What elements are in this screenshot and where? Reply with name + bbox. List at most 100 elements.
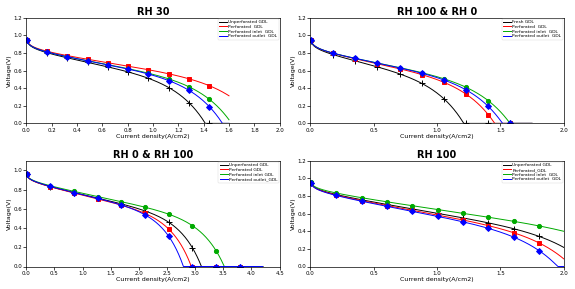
Unperforated GDL <box>338 194 345 197</box>
Perforated inlet  GDL <box>447 79 454 83</box>
Perforated outlet_GDL <box>194 265 201 268</box>
Unperforated GDL <box>308 181 315 184</box>
Perforated GDL <box>259 265 266 268</box>
Legend: Unperforated GDL, Perforated  GDL, Perforated inlet  GDL, Perforated outlet  GDL: Unperforated GDL, Perforated GDL, Perfor… <box>218 18 279 40</box>
Title: RH 0 & RH 100: RH 0 & RH 100 <box>113 150 193 160</box>
Line: Perforated inlet GDL: Perforated inlet GDL <box>26 174 263 266</box>
Perforated  GDL <box>380 63 386 67</box>
Perforated inlet  GDL <box>338 192 345 196</box>
Perforated outlet  GDL <box>468 92 475 95</box>
X-axis label: Current density(A/cm2): Current density(A/cm2) <box>400 134 474 139</box>
Perforated  GDL <box>170 73 177 77</box>
Perforated inlet  GDL <box>48 51 55 55</box>
Perforated  GDL <box>395 67 402 70</box>
Perforated outlet_GDL <box>52 186 59 190</box>
Legend: Unperforated GDL, Perforated GDL, Perforated inlet GDL, Perforated outlet_GDL: Unperforated GDL, Perforated GDL, Perfor… <box>218 162 279 183</box>
Title: RH 100: RH 100 <box>417 150 457 160</box>
Perforated inlet  GDL <box>225 118 232 121</box>
Perforated outlet_GDL <box>100 198 107 202</box>
Perforated GDL <box>194 265 201 268</box>
Perforated GDL <box>172 234 179 238</box>
Unperforated GDL <box>170 89 177 92</box>
Unperforated GDL <box>23 172 30 176</box>
Perforated outlet  GDL <box>447 81 454 84</box>
Perforated  GDL <box>24 38 30 42</box>
Unperforated GDL <box>104 65 110 68</box>
Perforated outlet_GDL <box>259 265 266 268</box>
Perforated inlet  GDL <box>467 88 474 91</box>
Y-axis label: Voltage(V): Voltage(V) <box>7 197 12 230</box>
Perforated outlet  GDL <box>334 53 341 56</box>
Fresh GDL <box>308 39 315 42</box>
Fresh GDL <box>447 103 454 107</box>
Unperforated GDL <box>169 88 176 92</box>
Perforated GDL <box>188 265 195 268</box>
Perforated outlet  GDL <box>380 62 386 66</box>
Perforated inlet  GDL <box>170 79 177 82</box>
Perforated outlet_GDL <box>196 265 202 268</box>
Perforated inlet GDL <box>195 228 202 232</box>
Perforated outlet  GDL <box>220 122 227 125</box>
Perforated outlet  GDL <box>554 265 561 268</box>
Perforated_GDL <box>491 225 498 229</box>
Perforated inlet  GDL <box>104 63 110 66</box>
Perforated inlet  GDL <box>308 181 315 184</box>
Unperforated GDL <box>172 225 179 229</box>
Perforated inlet  GDL <box>468 88 475 92</box>
Fresh GDL <box>467 122 474 125</box>
Unperforated GDL <box>491 223 498 226</box>
Perforated outlet  GDL <box>390 206 397 209</box>
Perforated outlet  GDL <box>338 195 345 199</box>
Unperforated GDL <box>48 52 55 55</box>
Fresh GDL <box>395 72 402 75</box>
Perforated inlet  GDL <box>491 216 498 220</box>
Perforated  GDL <box>468 97 475 100</box>
Perforated inlet GDL <box>194 227 201 231</box>
Perforated inlet  GDL <box>308 39 315 42</box>
Legend: Fresh GDL, Perforated  GDL, Perforated inlet  GDL, Perforated outlet  GDL: Fresh GDL, Perforated GDL, Perforated in… <box>502 18 563 40</box>
Unperforated GDL <box>259 265 266 268</box>
Perforated inlet  GDL <box>334 53 341 56</box>
Perforated inlet  GDL <box>390 201 397 205</box>
Perforated outlet_GDL <box>172 245 179 249</box>
Perforated inlet GDL <box>221 265 228 268</box>
Perforated  GDL <box>528 122 535 125</box>
Perforated_GDL <box>408 208 415 212</box>
Perforated outlet  GDL <box>170 81 177 84</box>
Perforated inlet  GDL <box>560 229 567 233</box>
Unperforated GDL <box>408 207 415 210</box>
Line: Perforated inlet  GDL: Perforated inlet GDL <box>311 40 532 123</box>
Perforated  GDL <box>467 96 474 99</box>
Line: Perforated  GDL: Perforated GDL <box>311 40 532 123</box>
Perforated_GDL <box>338 194 345 198</box>
Perforated outlet  GDL <box>151 74 158 77</box>
Unperforated GDL <box>198 265 205 268</box>
Line: Perforated inlet  GDL: Perforated inlet GDL <box>27 40 229 120</box>
X-axis label: Current density(A/cm2): Current density(A/cm2) <box>116 277 190 282</box>
Perforated  GDL <box>89 58 96 62</box>
Unperforated GDL <box>151 79 158 82</box>
Perforated_GDL <box>390 205 397 208</box>
Fresh GDL <box>380 67 386 70</box>
Perforated  GDL <box>334 53 341 56</box>
Perforated_GDL <box>466 220 473 223</box>
Line: Perforated outlet  GDL: Perforated outlet GDL <box>311 40 532 123</box>
Perforated  GDL <box>492 122 499 125</box>
Line: Perforated outlet  GDL: Perforated outlet GDL <box>311 183 564 266</box>
Fresh GDL <box>528 122 535 125</box>
Unperforated GDL <box>466 218 473 221</box>
Perforated outlet  GDL <box>499 122 506 125</box>
Perforated outlet  GDL <box>467 91 474 94</box>
Perforated inlet  GDL <box>24 38 30 42</box>
Perforated_GDL <box>560 257 567 261</box>
Unperforated GDL <box>89 62 96 65</box>
Line: Perforated outlet  GDL: Perforated outlet GDL <box>27 40 229 123</box>
Unperforated GDL <box>560 246 567 249</box>
Perforated inlet GDL <box>259 265 266 268</box>
Perforated outlet  GDL <box>169 80 176 84</box>
Unperforated GDL <box>52 186 59 190</box>
Perforated GDL <box>100 199 107 202</box>
Y-axis label: Voltage(V): Voltage(V) <box>291 197 296 230</box>
X-axis label: Current density(A/cm2): Current density(A/cm2) <box>400 277 474 282</box>
Perforated GDL <box>52 186 59 190</box>
